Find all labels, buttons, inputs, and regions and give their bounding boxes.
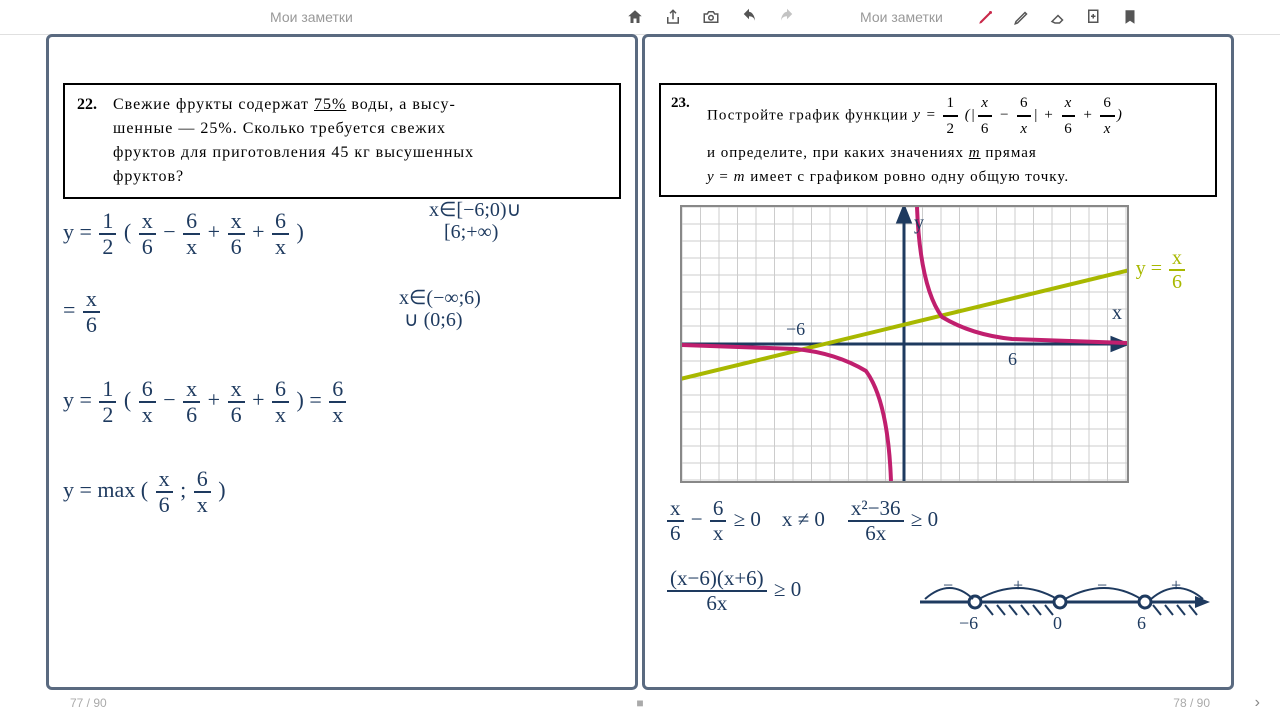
green-label: y = x6	[1136, 247, 1187, 293]
hw-eq3: y = 12 ( 6x − x6 + x6 + 6x ) = 6x	[63, 377, 348, 427]
sign-line: − + − + −6 0 6	[915, 557, 1215, 647]
left-page: 22. Свежие фрукты содержат 75% воды, а в…	[46, 34, 638, 690]
svg-text:0: 0	[1053, 613, 1062, 633]
page-counter-right: 78 / 90	[1173, 696, 1210, 710]
center-toolbar	[625, 0, 797, 34]
hw-domain2: x∈(−∞;6) ∪ (0;6)	[399, 287, 481, 331]
eraser-icon[interactable]	[1048, 7, 1068, 27]
hw-eq4: y = max ( x6 ; 6x )	[63, 467, 226, 517]
hw-ineq1: x6 − 6x ≥ 0 x ≠ 0 x²−366x ≥ 0	[665, 497, 938, 545]
next-page-button[interactable]: ›	[1255, 694, 1260, 712]
svg-text:x: x	[1112, 302, 1122, 324]
undo-icon[interactable]	[739, 7, 759, 27]
highlighter-icon[interactable]	[1012, 7, 1032, 27]
title-left: Мои заметки	[270, 0, 353, 34]
page-spread: 22. Свежие фрукты содержат 75% воды, а в…	[46, 34, 1234, 690]
title-right: Мои заметки	[860, 0, 943, 34]
problem-text: Постройте график функции y = 12 (|x6 − 6…	[707, 91, 1205, 189]
footer-indicator: ■	[636, 696, 643, 710]
problem-number: 22.	[77, 93, 101, 189]
hw-domain1: x∈[−6;0)∪ [6;+∞)	[429, 199, 521, 243]
magenta-curve-left	[682, 345, 891, 481]
svg-text:−: −	[943, 575, 953, 595]
right-toolbar	[976, 0, 1140, 34]
svg-text:−6: −6	[786, 319, 805, 339]
page-counter-left: 77 / 90	[70, 696, 107, 710]
redo-icon[interactable]	[777, 7, 797, 27]
problem-22-box: 22. Свежие фрукты содержат 75% воды, а в…	[63, 83, 621, 199]
hw-eq1: y = 12 ( x6 − 6x + x6 + 6x )	[63, 209, 304, 259]
hw-eq2: = x6	[63, 287, 102, 337]
bookmark-icon[interactable]	[1120, 7, 1140, 27]
svg-text:6: 6	[1137, 613, 1146, 633]
svg-text:−: −	[1097, 575, 1107, 595]
right-page: 23. Постройте график функции y = 12 (|x6…	[642, 34, 1234, 690]
problem-number: 23.	[671, 91, 695, 189]
svg-text:+: +	[1171, 575, 1181, 595]
problem-text: Свежие фрукты содержат 75% воды, а высу-…	[113, 93, 607, 189]
problem-23-box: 23. Постройте график функции y = 12 (|x6…	[659, 83, 1217, 197]
svg-text:−6: −6	[959, 613, 978, 633]
svg-text:6: 6	[1008, 349, 1017, 369]
top-toolbar: Мои заметки Мои заметки	[0, 0, 1280, 35]
share-icon[interactable]	[663, 7, 683, 27]
home-icon[interactable]	[625, 7, 645, 27]
svg-text:+: +	[1013, 575, 1023, 595]
function-graph: −6 6 x y y = x6	[680, 205, 1129, 483]
camera-icon[interactable]	[701, 7, 721, 27]
hw-ineq2: (x−6)(x+6)6x ≥ 0	[665, 567, 801, 615]
pen-icon[interactable]	[976, 7, 996, 27]
graph-svg: −6 6 x y	[682, 207, 1127, 481]
svg-text:y: y	[914, 212, 924, 234]
footer: 77 / 90 ■ 78 / 90 ›	[0, 692, 1280, 714]
add-page-icon[interactable]	[1084, 7, 1104, 27]
